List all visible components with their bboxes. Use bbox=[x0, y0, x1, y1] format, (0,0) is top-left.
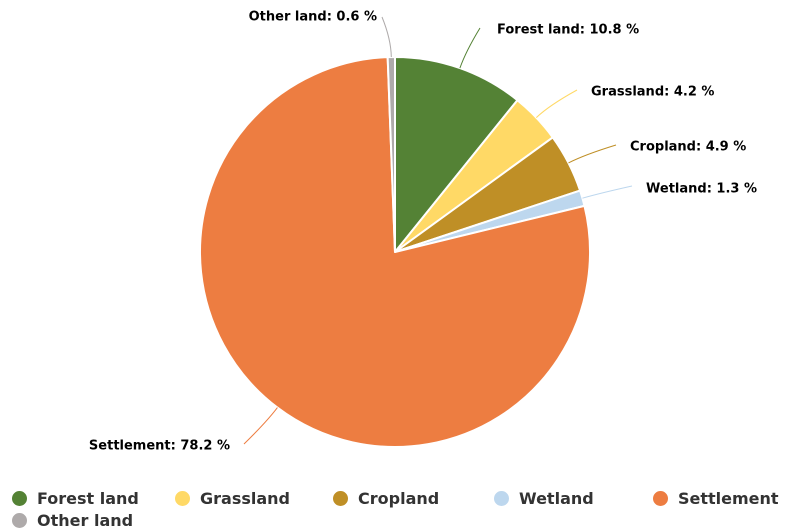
data-label-settlement: Settlement: 78.2 % bbox=[89, 439, 230, 454]
connector-other-land bbox=[381, 16, 392, 58]
data-label-cropland: Cropland: 4.9 % bbox=[630, 140, 746, 155]
connector-cropland bbox=[568, 144, 617, 164]
legend-swatch-icon bbox=[12, 512, 27, 528]
legend-label: Forest land bbox=[37, 488, 139, 508]
legend-item-settlement[interactable]: Settlement bbox=[653, 488, 779, 508]
legend-item-cropland[interactable]: Cropland bbox=[333, 488, 439, 508]
data-label-wetland: Wetland: 1.3 % bbox=[646, 182, 757, 197]
legend-item-wetland[interactable]: Wetland bbox=[494, 488, 594, 508]
data-label-grassland: Grassland: 4.2 % bbox=[591, 85, 714, 100]
pie-slice-other-land[interactable] bbox=[386, 56, 396, 253]
legend-item-other-land[interactable]: Other land bbox=[12, 510, 133, 530]
connector-grassland bbox=[535, 89, 578, 118]
legend-item-grassland[interactable]: Grassland bbox=[175, 488, 290, 508]
chart-legend: Forest land Grassland Cropland Wetland S… bbox=[12, 488, 790, 530]
legend-label: Grassland bbox=[200, 488, 290, 508]
connector-settlement bbox=[243, 407, 278, 445]
connector-forest-land bbox=[459, 27, 481, 69]
legend-item-forest-land[interactable]: Forest land bbox=[12, 488, 139, 508]
legend-swatch-icon bbox=[494, 490, 509, 506]
legend-swatch-icon bbox=[653, 490, 668, 506]
legend-label: Wetland bbox=[519, 488, 594, 508]
legend-swatch-icon bbox=[333, 490, 348, 506]
labels-layer: Forest land: 10.8 % Grassland: 4.2 % Cropl… bbox=[89, 10, 757, 454]
data-label-forest-land: Forest land: 10.8 % bbox=[497, 23, 639, 38]
connector-wetland bbox=[582, 185, 633, 199]
connectors-layer bbox=[243, 16, 633, 445]
legend-swatch-icon bbox=[12, 490, 27, 506]
legend-label: Settlement bbox=[678, 488, 779, 508]
data-label-other-land: Other land: 0.6 % bbox=[249, 10, 377, 25]
legend-label: Cropland bbox=[358, 488, 440, 508]
legend-label: Other land bbox=[37, 510, 134, 530]
legend-swatch-icon bbox=[175, 490, 190, 506]
slices-layer bbox=[199, 56, 592, 448]
